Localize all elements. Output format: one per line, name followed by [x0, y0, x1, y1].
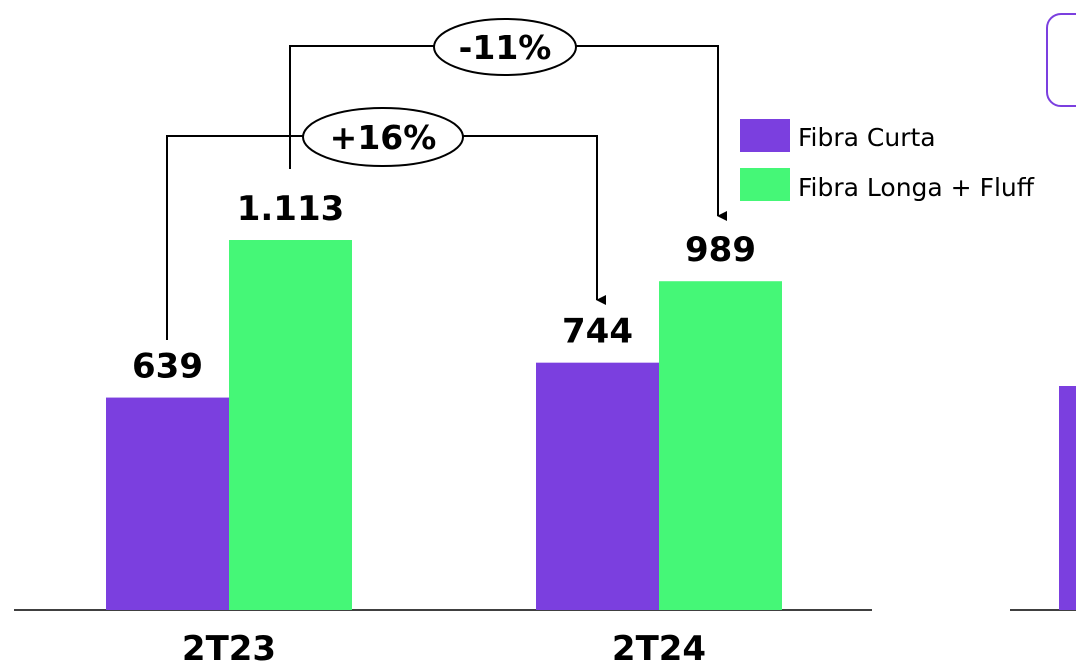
bar-2t23-fibra-longa-fluff	[229, 240, 352, 610]
partial-bar	[1059, 386, 1076, 610]
value-label-2t24-fibra-curta: 744	[562, 312, 633, 352]
bar-2t23-fibra-curta	[106, 398, 229, 610]
annotation-label-plus-16: +16%	[330, 118, 437, 157]
category-label-2T24: 2T24	[612, 629, 706, 668]
annotation-label-minus-11: -11%	[459, 28, 552, 67]
value-label-2t23-fibra-longa-fluff: 1.113	[237, 189, 345, 229]
bars-group: 639 1.113 744 989	[106, 189, 782, 610]
legend: Fibra Curta Fibra Longa + Fluff	[740, 119, 1035, 202]
bar-2t24-fibra-longa-fluff	[659, 281, 782, 610]
category-label-2T23: 2T23	[182, 629, 276, 668]
partial-info-box	[1047, 14, 1076, 106]
value-label-2t23-fibra-curta: 639	[132, 347, 203, 387]
value-label-2t24-fibra-longa-fluff: 989	[685, 230, 756, 270]
legend-swatch-fibra-curta	[740, 119, 790, 152]
bar-2t24-fibra-curta	[536, 363, 659, 610]
partial-second-chart	[1010, 14, 1076, 610]
legend-label-fibra-curta: Fibra Curta	[798, 123, 936, 152]
legend-swatch-fibra-longa-fluff	[740, 168, 790, 201]
legend-label-fibra-longa-fluff: Fibra Longa + Fluff	[798, 173, 1035, 202]
